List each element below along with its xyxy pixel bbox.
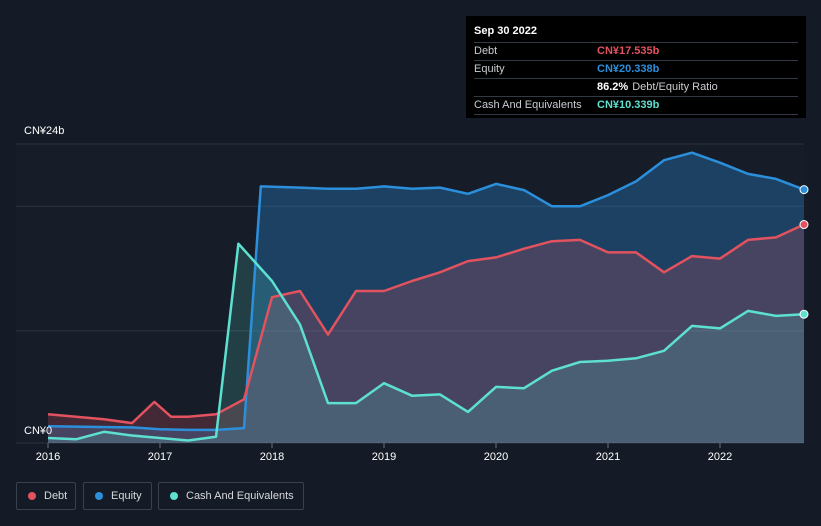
legend-item-debt[interactable]: Debt <box>16 482 76 510</box>
x-tick-label: 2021 <box>596 451 620 463</box>
tooltip-label <box>474 79 597 96</box>
legend-label: Debt <box>44 490 68 502</box>
tooltip-row-equity: Equity CN¥20.338b <box>474 60 798 78</box>
y-axis-bottom-label: CN¥0 <box>24 425 52 437</box>
equity-line <box>47 151 805 432</box>
debt-line <box>47 223 805 425</box>
line-layer <box>47 151 805 442</box>
tooltip-date: Sep 30 2022 <box>474 25 537 37</box>
legend-label: Equity <box>111 490 142 502</box>
endpoint-layer <box>799 185 809 319</box>
x-tick-label: 2016 <box>36 451 60 463</box>
tooltip-value: CN¥10.339b <box>597 99 660 111</box>
legend-dot <box>28 492 36 500</box>
grid <box>16 143 804 444</box>
tooltip-row-ratio: 86.2% Debt/Equity Ratio <box>474 78 798 96</box>
cash-and-equivalents-endpoint <box>799 309 809 319</box>
legend-label: Cash And Equivalents <box>186 490 294 502</box>
tooltip-value: 86.2% <box>597 81 629 93</box>
legend-dot <box>95 492 103 500</box>
tooltip: Sep 30 2022 Debt CN¥17.535b Equity CN¥20… <box>466 16 806 118</box>
x-tick-label: 2022 <box>708 451 732 463</box>
tooltip-label: Debt <box>474 45 498 57</box>
tooltip-row-debt: Debt CN¥17.535b <box>474 42 798 60</box>
tooltip-row-cash: Cash And Equivalents CN¥10.339b <box>474 96 798 115</box>
x-tick-label: 2020 <box>484 451 508 463</box>
cash-and-equivalents-line <box>47 242 805 442</box>
tooltip-label: Cash And Equivalents <box>474 99 582 111</box>
equity-endpoint <box>799 185 809 195</box>
equity-area <box>48 152 804 443</box>
x-tick-label: 2017 <box>148 451 172 463</box>
plot-background <box>16 144 804 443</box>
legend-item-cash[interactable]: Cash And Equivalents <box>158 482 304 510</box>
tooltip-label: Equity <box>474 63 505 75</box>
legend-dot <box>170 492 178 500</box>
legend-item-equity[interactable]: Equity <box>83 482 152 510</box>
debt-endpoint <box>799 220 809 230</box>
x-axis: 2016 2017 2018 2019 2020 2021 2022 <box>36 443 732 463</box>
tooltip-value: CN¥20.338b <box>597 63 660 75</box>
tooltip-value: CN¥17.535b <box>597 45 660 57</box>
x-tick-label: 2018 <box>260 451 284 463</box>
cash-and-equivalents-area <box>48 243 804 443</box>
debt-area <box>48 224 804 443</box>
area-layer <box>48 152 804 443</box>
x-tick-label: 2019 <box>372 451 396 463</box>
y-axis-top-label: CN¥24b <box>24 125 64 137</box>
tooltip-extra: Debt/Equity Ratio <box>632 81 718 93</box>
